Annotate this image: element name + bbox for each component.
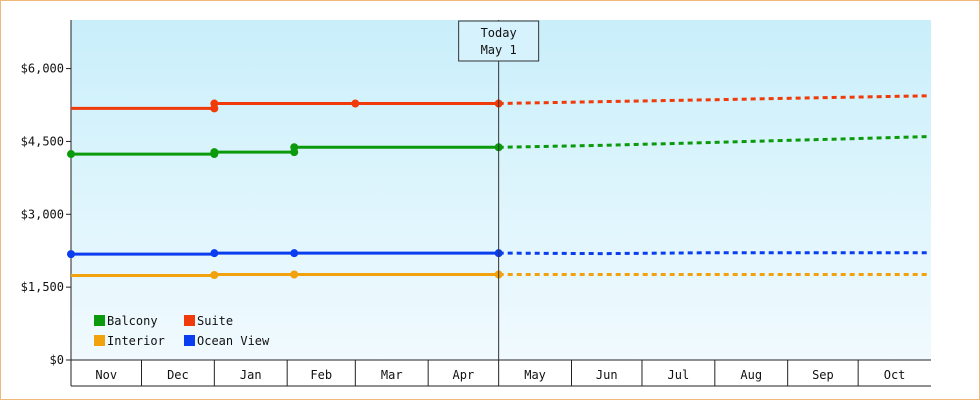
series-line-interior (71, 273, 499, 277)
legend-item-suite: Suite (184, 314, 233, 328)
x-tick-label-nov: Nov (95, 368, 117, 382)
y-tick-label: $1,500 (21, 280, 64, 294)
x-tick-label-feb: Feb (310, 368, 332, 382)
legend-swatch-interior (94, 335, 105, 346)
x-tick-label-apr: Apr (453, 368, 475, 382)
series-forecast-balcony (498, 135, 929, 149)
legend-label-ocean-view: Ocean View (197, 334, 270, 348)
series-line-balcony (71, 145, 499, 156)
x-tick-label-jan: Jan (240, 368, 262, 382)
today-label-box (458, 20, 540, 62)
data-point-ocean-view (290, 249, 299, 258)
data-point-balcony (210, 148, 219, 157)
legend-swatch-balcony (94, 315, 105, 326)
legend-label-balcony: Balcony (107, 314, 158, 328)
legend-label-interior: Interior (107, 334, 165, 348)
legend-swatch-suite (184, 315, 195, 326)
series-forecast-suite (498, 94, 929, 105)
x-tick-label-aug: Aug (740, 368, 762, 382)
plot-background (71, 20, 931, 360)
data-point-balcony (290, 143, 299, 152)
legend-item-interior: Interior (94, 334, 165, 348)
data-point-ocean-view (210, 249, 219, 258)
data-point-balcony (67, 150, 75, 159)
y-tick-label: $0 (50, 353, 64, 367)
y-tick-label: $3,000 (21, 207, 64, 221)
legend-label-suite: Suite (197, 314, 233, 328)
legend-swatch-ocean-view (184, 335, 195, 346)
x-tick-label-may: May (524, 368, 546, 382)
x-tick-label-dec: Dec (167, 368, 189, 382)
data-point-ocean-view (67, 250, 75, 259)
today-label-line2: May 1 (481, 43, 517, 57)
x-tick-label-sep: Sep (812, 368, 834, 382)
x-tick-label-oct: Oct (884, 368, 906, 382)
today-label-line1: Today (481, 26, 517, 40)
series-suite (71, 94, 929, 113)
x-tick-label-jun: Jun (596, 368, 618, 382)
data-point-interior (290, 270, 299, 279)
x-tick-label-mar: Mar (381, 368, 403, 382)
data-point-suite (210, 99, 219, 108)
data-point-interior (210, 271, 219, 279)
y-tick-label: $4,500 (21, 134, 64, 148)
series-line-ocean-view (71, 251, 499, 256)
legend-item-ocean-view: Ocean View (184, 334, 270, 348)
y-tick-label: $6,000 (21, 62, 64, 76)
data-point-suite (351, 99, 360, 108)
legend-item-balcony: Balcony (94, 314, 158, 328)
x-tick-label-jul: Jul (668, 368, 690, 382)
